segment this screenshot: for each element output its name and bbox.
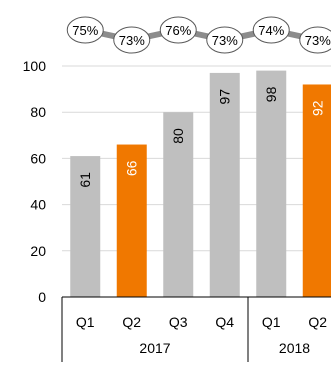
y-tick-label: 0	[38, 289, 46, 305]
percent-bubble	[66, 16, 104, 44]
bar	[209, 72, 240, 298]
percent-label: 75%	[72, 23, 98, 38]
x-tick-label: Q3	[169, 314, 188, 330]
percent-label: 76%	[165, 23, 191, 38]
percent-bubble	[206, 26, 244, 54]
bar-value-label: 66	[124, 160, 140, 176]
bar-value-label: 80	[170, 128, 186, 144]
bar-value-label: 92	[310, 100, 326, 116]
group-label: 2017	[139, 340, 170, 356]
data-labels: 61 66 80 97 98 92	[77, 86, 326, 187]
y-tick-label: 20	[30, 243, 46, 259]
bars	[70, 70, 331, 298]
percent-bubble	[252, 16, 290, 44]
y-axis-ticks: 0 20 40 60 80 100	[23, 58, 47, 305]
percent-bubbles: 75% 73% 76% 73% 74% 73%	[66, 16, 331, 54]
percent-label: 73%	[212, 33, 238, 48]
bar	[163, 112, 194, 297]
x-tick-label: Q1	[262, 314, 281, 330]
x-tick-label: Q1	[76, 314, 95, 330]
bar	[256, 70, 287, 298]
bar-value-label: 98	[263, 86, 279, 102]
group-label: 2018	[279, 340, 310, 356]
bar	[302, 84, 331, 297]
bar-value-label: 97	[217, 89, 233, 105]
percent-bubble	[113, 26, 151, 54]
x-axis: Q1 Q2 Q3 Q4 Q1 Q2 2017 2018	[61, 296, 331, 362]
bar	[70, 156, 101, 297]
percent-bubble	[159, 16, 197, 44]
y-tick-label: 40	[30, 197, 46, 213]
bar	[116, 144, 147, 297]
x-tick-label: Q2	[308, 314, 327, 330]
percent-label: 73%	[119, 33, 145, 48]
y-tick-label: 80	[30, 104, 46, 120]
percent-label: 74%	[258, 23, 284, 38]
bar-value-label: 61	[77, 172, 93, 188]
gridlines	[62, 65, 331, 252]
y-tick-label: 60	[30, 150, 46, 166]
percent-bubble	[299, 26, 331, 54]
percent-label: 73%	[305, 33, 331, 48]
x-tick-label: Q4	[215, 314, 234, 330]
y-tick-label: 100	[23, 58, 47, 74]
x-tick-label: Q2	[122, 314, 141, 330]
